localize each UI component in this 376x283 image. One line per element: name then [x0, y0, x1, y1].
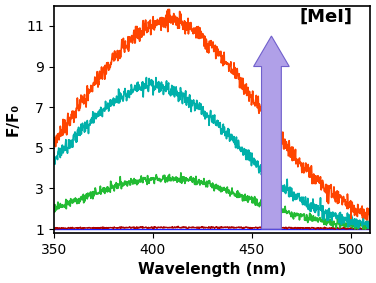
Text: [MeI]: [MeI]	[299, 8, 352, 26]
X-axis label: Wavelength (nm): Wavelength (nm)	[138, 262, 286, 277]
FancyArrow shape	[253, 36, 289, 229]
Y-axis label: F/F₀: F/F₀	[6, 103, 21, 136]
